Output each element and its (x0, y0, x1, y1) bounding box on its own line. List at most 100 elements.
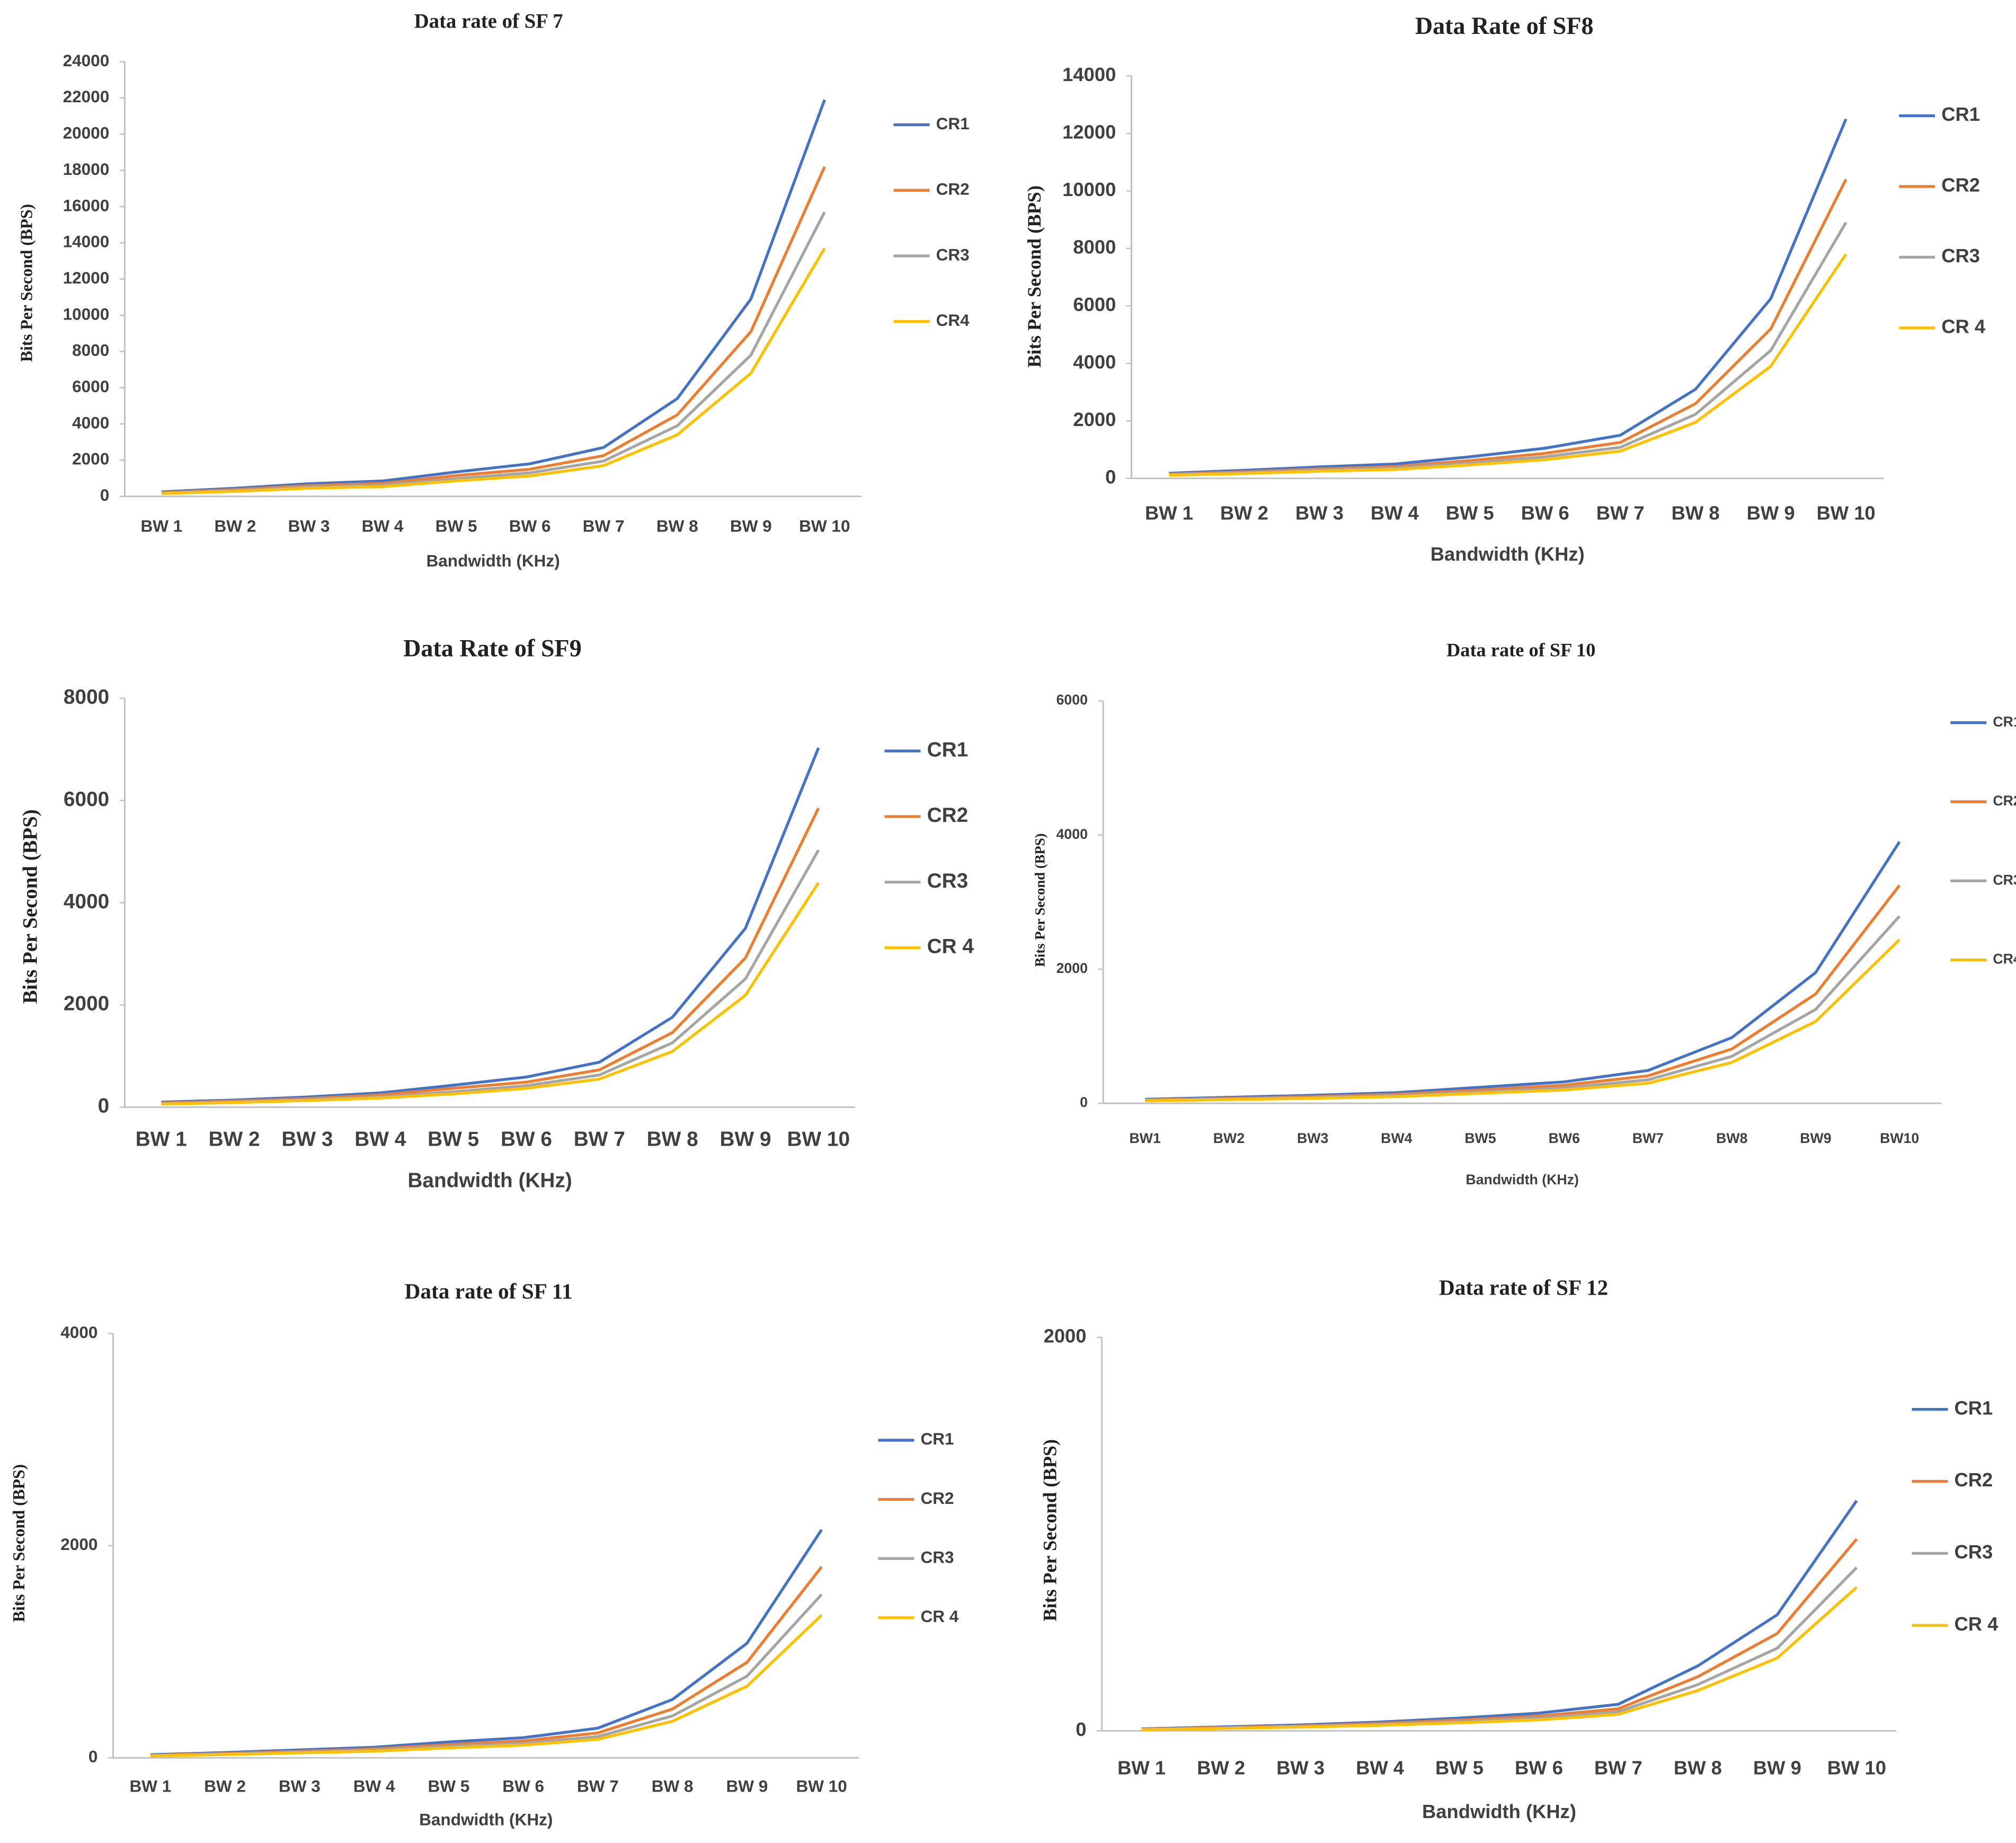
x-axis-title: Bandwidth (KHz) (419, 1810, 553, 1829)
x-axis-title: Bandwidth (KHz) (1466, 1172, 1578, 1188)
chart-title: Data Rate of SF8 (1415, 12, 1594, 39)
series-line (150, 1566, 823, 1757)
y-axis-title: Bits Per Second (BPS) (17, 204, 36, 362)
x-tick-label: BW 1 (1145, 502, 1193, 524)
x-tick-label: BW 9 (730, 516, 772, 535)
x-tick-label: BW 7 (1594, 1757, 1642, 1779)
x-tick-label: BW 4 (354, 1128, 406, 1151)
x-tick-label: BW 10 (799, 516, 850, 535)
y-axis-title: Bits Per Second (BPS) (1024, 185, 1045, 368)
x-tick-label: BW1 (1130, 1130, 1161, 1146)
x-tick-label: BW10 (1880, 1130, 1919, 1146)
chart-title: Data rate of SF 11 (405, 1279, 573, 1304)
x-tick-label: BW 3 (1295, 502, 1344, 524)
chart: Data Rate of SF9 0 2000 4000 6000 8000 BW 1 BW … (19, 635, 974, 1192)
y-tick-label: 10000 (1062, 179, 1116, 200)
x-tick-label: BW 7 (1596, 502, 1645, 524)
x-tick-label: BW 9 (726, 1776, 768, 1795)
legend-label: CR1 (1955, 1397, 1993, 1419)
x-tick-label: BW 4 (1371, 502, 1419, 524)
x-tick-label: BW2 (1213, 1130, 1245, 1146)
x-tick-label: BW 5 (1446, 502, 1494, 524)
legend-label: CR1 (936, 114, 970, 133)
legend-label: CR1 (927, 738, 969, 761)
x-tick-label: BW9 (1800, 1130, 1831, 1146)
legend-label: CR3 (936, 245, 970, 264)
y-tick-label: 6000 (1073, 294, 1116, 315)
y-tick-label: 2000 (64, 993, 109, 1015)
x-tick-label: BW 5 (428, 1128, 479, 1151)
x-tick-label: BW 9 (1753, 1757, 1801, 1779)
legend-label: CR 4 (927, 935, 974, 958)
x-axis-title: Bandwidth (KHz) (1431, 543, 1585, 565)
x-tick-label: BW7 (1632, 1130, 1664, 1146)
x-tick-label: BW 2 (215, 516, 256, 535)
y-tick-label: 14000 (63, 232, 110, 251)
x-tick-label: BW 3 (279, 1776, 321, 1795)
x-tick-label: BW 1 (1117, 1757, 1166, 1779)
y-axis-title: Bits Per Second (BPS) (1039, 1439, 1060, 1622)
chart-title: Data rate of SF 10 (1446, 640, 1596, 661)
legend-label: CR2 (1993, 793, 2016, 809)
x-tick-label: BW 9 (1747, 502, 1795, 524)
series-line (1141, 1500, 1858, 1731)
x-tick-label: BW 6 (1515, 1757, 1563, 1779)
y-tick-label: 4000 (60, 1323, 97, 1342)
x-tick-label: BW 8 (656, 516, 698, 535)
x-tick-label: BW 10 (1816, 502, 1875, 524)
series-line (161, 247, 826, 495)
legend-label: CR2 (927, 804, 969, 827)
x-tick-label: BW 5 (1435, 1757, 1484, 1779)
series-line (161, 211, 826, 495)
y-tick-label: 8000 (1073, 236, 1116, 258)
chart-title: Data rate of SF 7 (414, 10, 563, 33)
y-tick-label: 6000 (72, 377, 109, 396)
series-line (1145, 884, 1901, 1102)
x-axis-title: Bandwidth (KHz) (427, 551, 560, 570)
chart-title: Data Rate of SF9 (403, 635, 582, 662)
y-tick-label: 18000 (63, 160, 110, 179)
x-axis-title: Bandwidth (KHz) (1422, 1801, 1576, 1822)
series-line (1145, 915, 1901, 1102)
y-tick-label: 2000 (72, 449, 109, 468)
x-tick-label: BW4 (1381, 1130, 1412, 1146)
chart: Data Rate of SF8 0 2000 4000 6000 8000 10000 12… (1024, 12, 1986, 565)
legend-label: CR 4 (920, 1607, 958, 1626)
y-tick-label: 20000 (63, 123, 110, 143)
series-line (1169, 118, 1848, 475)
legend-label: CR2 (920, 1488, 954, 1508)
x-tick-label: BW5 (1464, 1130, 1496, 1146)
y-tick-label: 0 (1105, 466, 1116, 488)
y-tick-label: 12000 (63, 268, 110, 287)
y-tick-label: 6000 (64, 788, 109, 811)
legend-label: CR1 (1941, 103, 1980, 125)
y-tick-label: 0 (1080, 1094, 1088, 1110)
y-tick-label: 4000 (72, 413, 109, 432)
legend-label: CR 4 (1941, 315, 1986, 337)
chart: Data rate of SF 12 0 2000 BW 1 BW 2 BW 3 BW 4 B… (1039, 1275, 1999, 1822)
y-tick-label: 4000 (64, 890, 109, 913)
series-line (161, 807, 820, 1104)
x-tick-label: BW 5 (436, 516, 477, 535)
series-line (1141, 1586, 1858, 1731)
x-tick-label: BW6 (1549, 1130, 1580, 1146)
x-tick-label: BW 8 (1672, 502, 1720, 524)
x-tick-label: BW 4 (353, 1776, 395, 1795)
series-line (1169, 221, 1848, 476)
x-tick-label: BW 1 (130, 1776, 172, 1795)
x-tick-label: BW 2 (1197, 1757, 1245, 1779)
chart: Data rate of SF 10 0 2000 4000 6000 BW1 BW2 BW3… (1032, 640, 2016, 1188)
x-tick-label: BW 8 (647, 1128, 698, 1151)
y-tick-label: 4000 (1073, 351, 1116, 373)
x-tick-label: BW 5 (428, 1776, 469, 1795)
series-line (150, 1593, 823, 1757)
y-tick-label: 8000 (72, 341, 109, 360)
x-tick-label: BW 7 (574, 1128, 625, 1151)
legend-label: CR3 (1941, 245, 1980, 267)
x-tick-label: BW 9 (720, 1128, 771, 1151)
x-tick-label: BW 8 (652, 1776, 694, 1795)
y-tick-label: 22000 (63, 87, 110, 106)
x-tick-label: BW 3 (1276, 1757, 1325, 1779)
legend-label: CR3 (1993, 872, 2016, 888)
